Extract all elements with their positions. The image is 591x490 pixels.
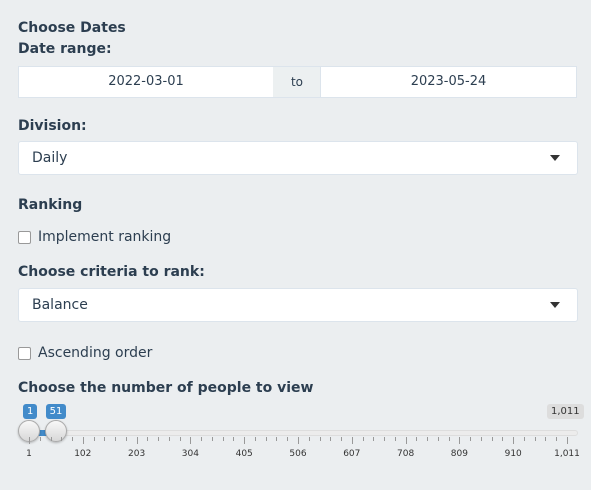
slider-major-tick	[82, 437, 84, 444]
chevron-down-icon	[550, 155, 560, 161]
slider-tick-label: 102	[74, 449, 92, 459]
slider-from-value: 1	[23, 404, 38, 419]
slider-minor-tick	[211, 437, 213, 441]
slider-major-tick	[136, 437, 138, 444]
slider-minor-tick	[384, 437, 386, 441]
slider-major-tick	[244, 437, 246, 444]
slider-minor-tick	[416, 437, 418, 441]
slider-tick-label: 203	[128, 449, 146, 459]
criteria-select[interactable]: Balance	[18, 288, 578, 322]
criteria-label: Choose criteria to rank:	[18, 264, 205, 280]
slider-major-tick	[513, 437, 515, 444]
slider-minor-tick	[179, 437, 181, 441]
slider-tick-label: 1,011	[554, 449, 580, 459]
slider-minor-tick	[502, 437, 504, 441]
slider-minor-tick	[233, 437, 235, 441]
slider-minor-tick	[491, 437, 493, 441]
slider-minor-tick	[556, 437, 558, 441]
start-date-input[interactable]: 2022-03-01	[18, 66, 274, 98]
chevron-down-icon	[550, 302, 560, 308]
slider-minor-tick	[93, 437, 95, 441]
slider-minor-tick	[72, 437, 74, 441]
date-range-label: Date range:	[18, 41, 112, 57]
slider-to-handle[interactable]	[44, 420, 67, 442]
slider-max-label: 1,011	[547, 404, 584, 419]
slider-minor-tick	[362, 437, 364, 441]
slider-tick-label: 506	[289, 449, 307, 459]
slider-tick-label: 910	[504, 449, 522, 459]
slider-major-tick	[405, 437, 407, 444]
slider-tick-label: 607	[343, 449, 361, 459]
slider-minor-tick	[480, 437, 482, 441]
slider-minor-tick	[394, 437, 396, 441]
ranking-heading: Ranking	[18, 197, 83, 213]
people-slider-label: Choose the number of people to view	[18, 380, 314, 396]
slider-tick-label: 1	[26, 449, 32, 459]
choose-dates-heading: Choose Dates	[18, 20, 126, 36]
slider-minor-tick	[168, 437, 170, 441]
implement-ranking-label: Implement ranking	[38, 229, 172, 245]
slider-minor-tick	[287, 437, 289, 441]
date-range-separator: to	[273, 66, 321, 98]
ascending-order-label: Ascending order	[38, 345, 153, 361]
slider-minor-tick	[276, 437, 278, 441]
division-label: Division:	[18, 118, 87, 134]
slider-minor-tick	[254, 437, 256, 441]
slider-minor-tick	[147, 437, 149, 441]
slider-minor-tick	[319, 437, 321, 441]
slider-minor-tick	[308, 437, 310, 441]
slider-minor-tick	[61, 437, 63, 441]
slider-selected-range	[29, 430, 56, 436]
division-selected-value: Daily	[32, 150, 68, 166]
implement-ranking-checkbox[interactable]	[18, 231, 31, 244]
criteria-selected-value: Balance	[32, 297, 88, 313]
slider-minor-tick	[222, 437, 224, 441]
end-date-input[interactable]: 2023-05-24	[320, 66, 577, 98]
slider-minor-tick	[125, 437, 127, 441]
slider-major-tick	[351, 437, 353, 444]
slider-minor-tick	[115, 437, 117, 441]
slider-minor-tick	[50, 437, 52, 441]
ascending-order-checkbox[interactable]	[18, 347, 31, 360]
slider-tick-label: 708	[397, 449, 415, 459]
slider-to-value: 51	[45, 404, 67, 419]
slider-tick-label: 405	[235, 449, 253, 459]
slider-major-tick	[459, 437, 461, 444]
slider-major-tick	[190, 437, 192, 444]
slider-minor-tick	[534, 437, 536, 441]
slider-minor-tick	[470, 437, 472, 441]
slider-tick-label: 304	[181, 449, 199, 459]
slider-minor-tick	[448, 437, 450, 441]
slider-track[interactable]	[29, 430, 578, 436]
slider-minor-tick	[158, 437, 160, 441]
slider-minor-tick	[201, 437, 203, 441]
slider-minor-tick	[523, 437, 525, 441]
division-select[interactable]: Daily	[18, 141, 578, 175]
slider-minor-tick	[39, 437, 41, 441]
slider-minor-tick	[545, 437, 547, 441]
slider-major-tick	[298, 437, 299, 444]
slider-tick-label: 809	[450, 449, 468, 459]
slider-minor-tick	[427, 437, 429, 441]
slider-major-tick	[29, 437, 30, 444]
slider-minor-tick	[437, 437, 439, 441]
slider-major-tick	[567, 437, 568, 444]
slider-minor-tick	[265, 437, 267, 441]
slider-minor-tick	[330, 437, 332, 441]
slider-minor-tick	[341, 437, 343, 441]
slider-minor-tick	[104, 437, 106, 441]
slider-minor-tick	[373, 437, 375, 441]
